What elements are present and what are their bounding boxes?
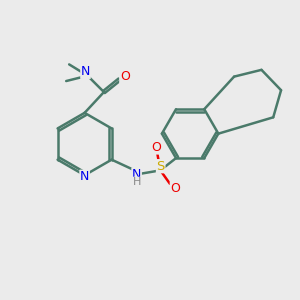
- Text: N: N: [81, 65, 90, 78]
- Text: O: O: [170, 182, 180, 195]
- Text: S: S: [157, 160, 165, 173]
- Text: N: N: [132, 168, 141, 181]
- Text: N: N: [80, 170, 89, 183]
- Text: O: O: [120, 70, 130, 83]
- Text: O: O: [151, 141, 161, 154]
- Text: H: H: [132, 177, 141, 187]
